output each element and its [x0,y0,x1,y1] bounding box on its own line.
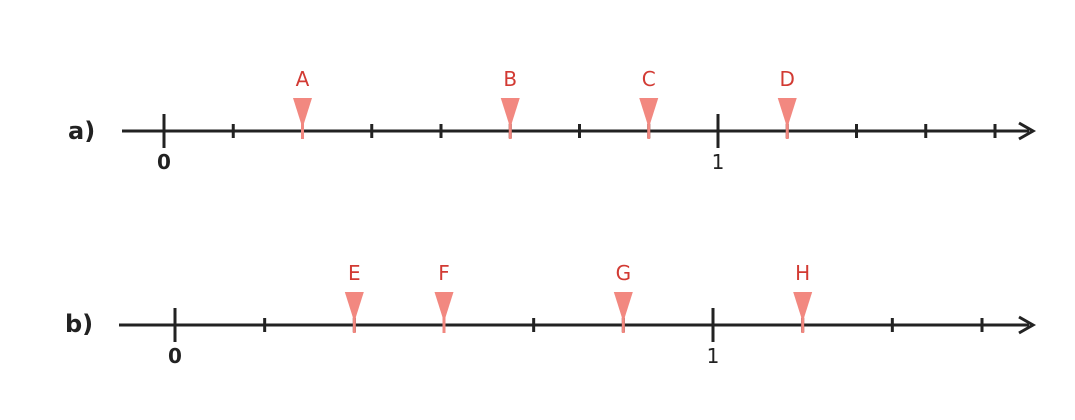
marker-label-e: E [348,261,361,285]
marker-pointer-c [639,98,659,128]
tick-label-1: 1 [712,150,725,174]
number-line-b: b) 0 1 E F G H [65,261,1037,368]
marker-label-c: C [642,67,656,91]
marker-label-d: D [780,67,795,91]
marker-label-b: B [503,67,517,91]
tick-label-0: 0 [157,150,171,174]
number-line-a: a) 0 1 A B C D [68,67,1037,174]
marker-pointer-g [613,292,633,322]
marker-label-f: F [438,261,450,285]
marker-pointer-e [344,292,364,322]
part-label-a: a) [68,117,95,145]
marker-label-a: A [296,67,310,91]
marker-pointer-h [793,292,813,322]
tick-label-1: 1 [707,344,720,368]
tick-label-0: 0 [168,344,182,368]
part-label-b: b) [65,310,93,338]
arrow-icon [1018,315,1037,335]
marker-pointer-b [500,98,520,128]
marker-label-h: H [795,261,810,285]
marker-pointer-f [434,292,454,322]
marker-label-g: G [616,261,632,285]
arrow-icon [1018,121,1037,141]
marker-pointer-a [293,98,312,128]
marker-pointer-d [777,98,797,128]
